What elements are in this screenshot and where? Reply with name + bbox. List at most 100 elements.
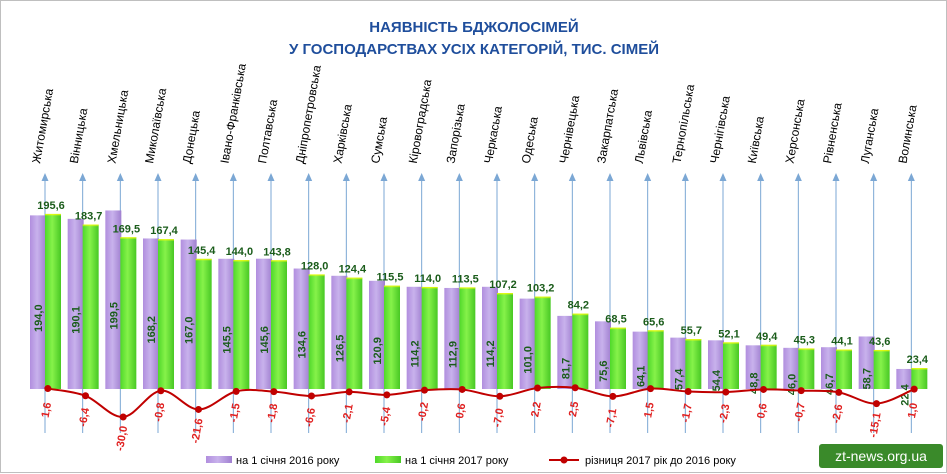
region-label: Херсонська	[783, 98, 808, 165]
difference-point	[647, 385, 654, 393]
chart-title: НАЯВНІСТЬ БДЖОЛОСІМЕЙ	[369, 18, 578, 36]
legend-swatch-2016	[206, 456, 232, 463]
region-label: Сумська	[368, 115, 390, 164]
region-label: Полтавська	[255, 98, 280, 165]
region-label: Вінницька	[67, 107, 91, 165]
value-label-2016: 168,2	[146, 316, 158, 344]
bar-2017	[647, 330, 664, 389]
region-label: Дніпропетровська	[293, 64, 324, 165]
value-label-2017: 195,6	[37, 200, 65, 212]
bar-2017-highlight	[798, 348, 815, 351]
value-label-2016: 114,2	[485, 340, 497, 367]
difference-point	[82, 392, 89, 400]
bar-2016	[444, 287, 461, 389]
chart-subtitle: У ГОСПОДАРСТВАХ УСІХ КАТЕГОРІЙ, ТИС. СІМ…	[289, 40, 659, 58]
value-label-2016: 64,1	[636, 366, 648, 387]
difference-label: 0,6	[454, 402, 468, 419]
difference-point	[571, 384, 579, 392]
axis-arrow-head	[79, 173, 87, 181]
difference-label: -5,4	[378, 405, 393, 427]
region-label: Миколаївська	[142, 87, 169, 165]
value-label-2017: 183,7	[75, 211, 103, 223]
axis-arrow-head	[41, 173, 49, 181]
legend: на 1 січня 2016 року на 1 січня 2017 рок…	[206, 455, 736, 467]
value-label-2016: 46,7	[824, 373, 836, 394]
bars	[30, 210, 928, 389]
value-label-2016: 167,0	[184, 317, 196, 345]
value-label-2016: 114,2	[410, 340, 422, 367]
bar-2017	[911, 368, 928, 389]
region-label: Чернігівська	[707, 94, 733, 164]
bar-2017-highlight	[497, 293, 513, 296]
value-label-2017: 143,8	[263, 246, 291, 258]
bar-2016	[557, 315, 574, 389]
bar-2017-highlight	[346, 277, 363, 280]
value-label-2017: 84,2	[568, 300, 589, 312]
difference-point	[195, 405, 202, 413]
value-label-2016: 46,0	[786, 374, 798, 395]
bar-2017	[158, 239, 174, 389]
value-label-2017: 144,0	[226, 246, 254, 258]
region-label: Чернівецька	[557, 94, 583, 165]
value-label-2017: 49,4	[756, 331, 778, 343]
difference-point	[345, 388, 353, 396]
axis-arrow-head	[305, 173, 313, 181]
axis-arrow-head	[342, 173, 350, 181]
difference-label: -7,0	[491, 407, 506, 428]
difference-point	[873, 400, 880, 408]
bar-2017-highlight	[760, 344, 777, 347]
bar-2016	[218, 258, 235, 389]
bar-2017	[195, 258, 212, 389]
difference-point	[232, 387, 240, 395]
bar-2017	[459, 287, 476, 389]
watermark-background	[819, 444, 943, 468]
difference-labels: 1,6 -6,4 -30,0 -0,8 -21,6 -1,5 -1,8 -6,6 -2,1 -5,…	[40, 401, 921, 452]
axis-arrow-head	[154, 173, 162, 181]
difference-label: -30,0	[114, 425, 130, 452]
bar-2017	[685, 339, 702, 389]
legend-label-2017: на 1 січня 2017 року	[405, 455, 509, 467]
region-label: Волинська	[896, 103, 920, 164]
value-label-2016: 81,7	[560, 358, 572, 379]
difference-point	[609, 392, 617, 400]
region-label: Кіровоградська	[406, 78, 435, 165]
difference-label: -0,7	[793, 402, 808, 423]
bar-2016	[896, 368, 913, 389]
value-label-2016: 194,0	[33, 304, 45, 332]
difference-point	[910, 385, 918, 393]
value-label-2017: 167,4	[150, 225, 178, 237]
bar-2017-highlight	[610, 327, 626, 330]
difference-label: -15,1	[867, 412, 883, 439]
bar-2016	[256, 258, 272, 389]
axis-arrow-head	[757, 173, 765, 181]
legend-label-2016: на 1 січня 2016 року	[236, 455, 340, 467]
value-label-2017: 45,3	[794, 334, 815, 346]
value-label-2016: 112,9	[447, 341, 459, 368]
region-labels: Житомирська Вінницька Хмельницька Миколаївс…	[29, 62, 919, 164]
bar-2017-highlight	[384, 285, 400, 288]
bar-2017	[836, 349, 852, 389]
value-label-2017: 115,5	[377, 272, 404, 284]
legend-label-difference: різниця 2017 рік до 2016 року	[585, 455, 736, 467]
bar-2017-highlight	[647, 330, 664, 333]
watermark: zt-news.org.ua	[819, 444, 943, 468]
axis-arrow-head	[380, 173, 388, 181]
bar-2017-highlight	[45, 213, 61, 216]
value-label-2017: 124,4	[339, 264, 367, 276]
value-label-2017: 43,6	[869, 336, 890, 348]
bar-2017-highlight	[911, 368, 928, 371]
difference-label: -1,8	[265, 403, 280, 424]
difference-label: 2,2	[529, 401, 543, 418]
region-label: Хмельницька	[105, 88, 132, 164]
difference-point	[684, 388, 692, 396]
bar-2016	[30, 215, 46, 389]
value-label-2016: 57,4	[673, 368, 685, 390]
value-label-2016: 190,1	[71, 306, 83, 334]
difference-label: -2,1	[341, 403, 356, 424]
difference-point	[534, 384, 541, 392]
axis-arrow-head	[870, 173, 878, 181]
value-label-2017: 23,4	[907, 354, 929, 366]
difference-point	[44, 385, 52, 393]
axis-arrow-head	[531, 173, 539, 181]
